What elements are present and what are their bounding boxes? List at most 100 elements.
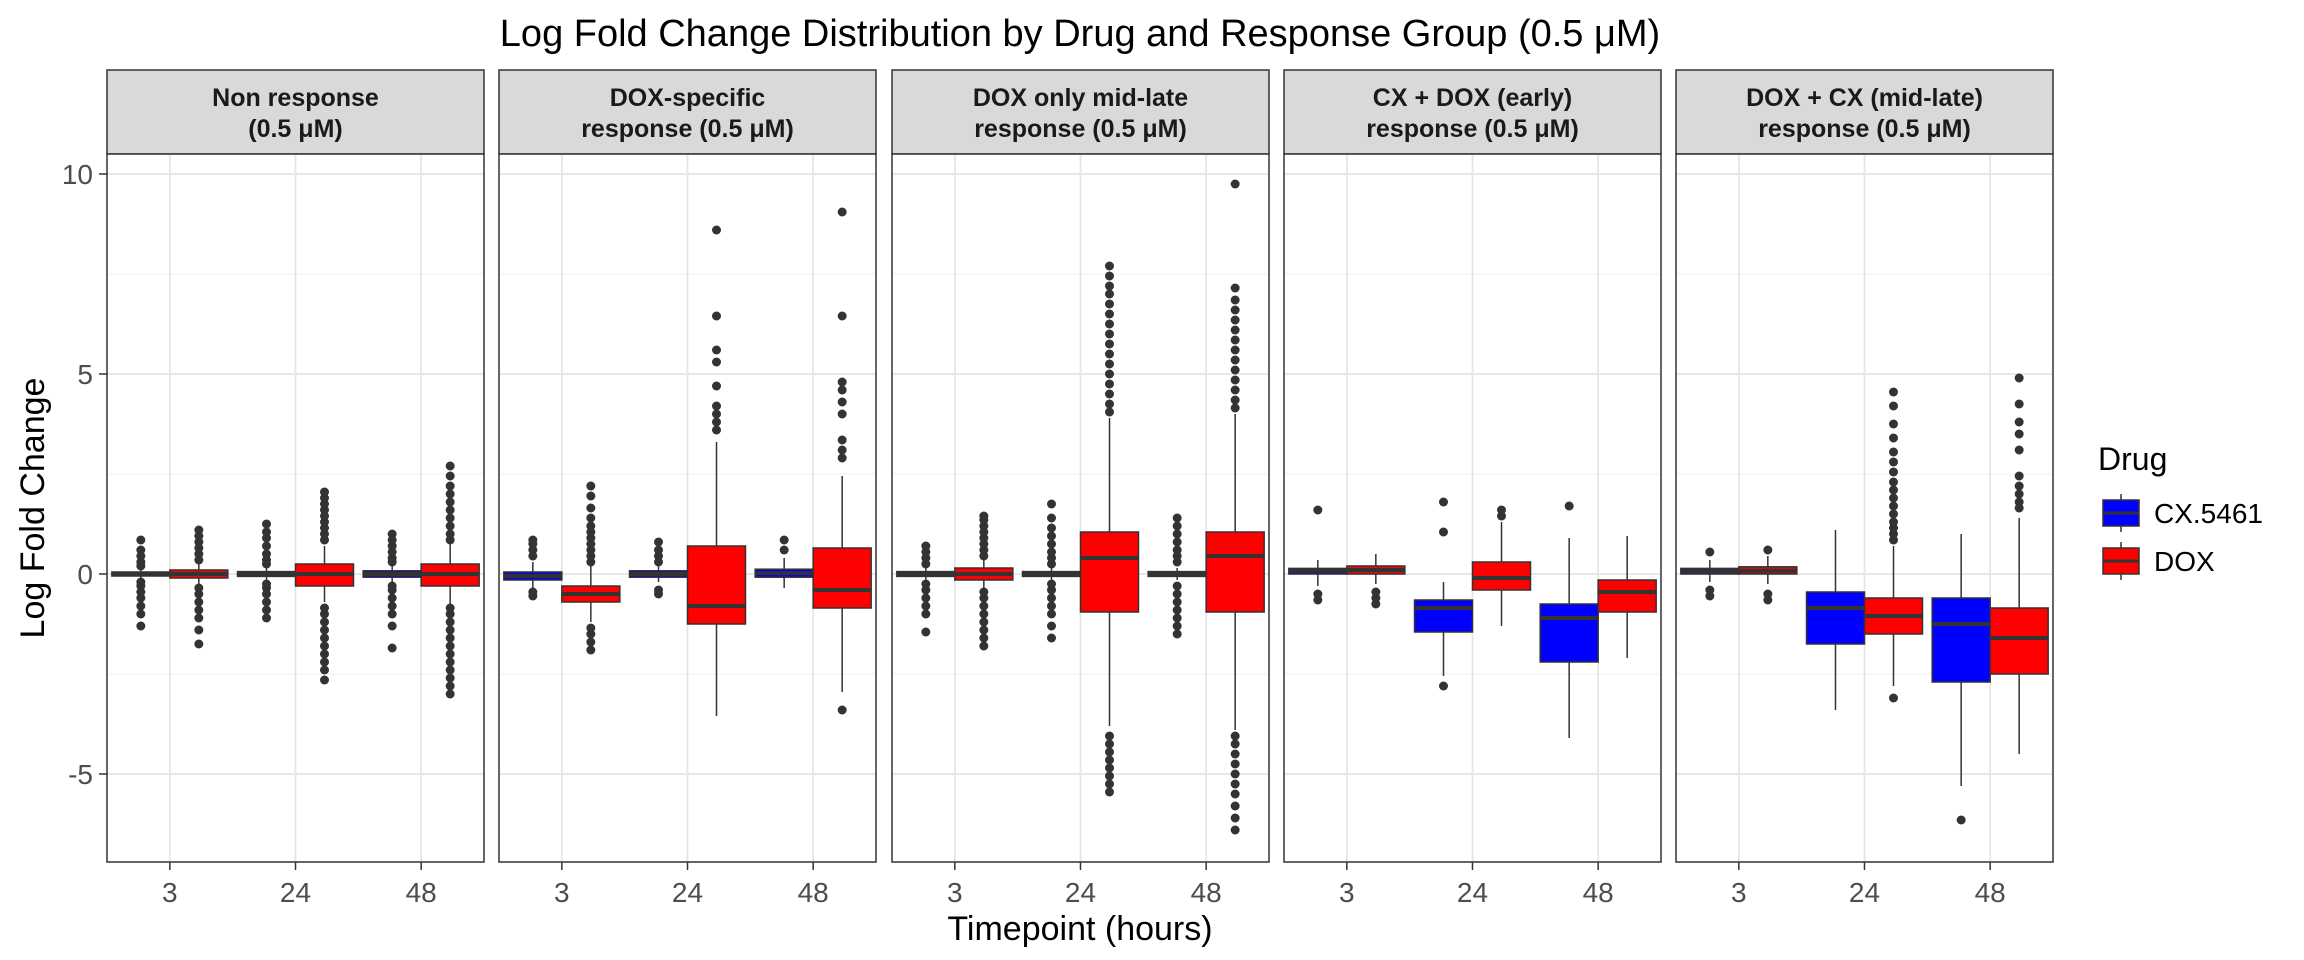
outlier-point xyxy=(979,587,989,597)
legend-title: Drug xyxy=(2098,441,2167,477)
outlier-point xyxy=(194,605,204,615)
outlier-point xyxy=(1172,521,1182,531)
outlier-point xyxy=(837,311,847,321)
outlier-point xyxy=(320,603,329,613)
outlier-point xyxy=(445,689,455,699)
strip-label: Non response xyxy=(212,84,379,112)
outlier-point xyxy=(979,617,989,627)
x-tick-label: 48 xyxy=(1583,877,1614,908)
outlier-point xyxy=(1105,349,1114,359)
outlier-point xyxy=(1047,523,1056,533)
strip-background xyxy=(498,69,877,155)
outlier-point xyxy=(712,225,721,235)
box-group xyxy=(111,535,171,631)
x-tick-label: 24 xyxy=(1849,877,1880,908)
outlier-point xyxy=(1230,335,1240,345)
outlier-point xyxy=(387,581,397,591)
outlier-point xyxy=(654,585,663,595)
x-tick-label: 48 xyxy=(406,877,437,908)
outlier-point xyxy=(1105,389,1114,399)
outlier-point xyxy=(1956,815,1966,825)
box-group xyxy=(954,511,1014,651)
outlier-point xyxy=(528,535,538,545)
outlier-point xyxy=(712,311,721,321)
box-group xyxy=(561,481,621,655)
outlier-point xyxy=(387,529,397,539)
strip-label: response (0.5 μM) xyxy=(1366,115,1579,143)
x-tick-label: 48 xyxy=(1975,877,2006,908)
box-group xyxy=(169,525,229,649)
outlier-point xyxy=(445,471,455,481)
facet-panel: DOX-specific response (0.5 μM) 3 24 48 xyxy=(498,69,877,908)
outlier-point xyxy=(1105,731,1114,741)
outlier-point xyxy=(1763,589,1773,599)
outlier-point xyxy=(387,593,397,603)
outlier-point xyxy=(1105,289,1114,299)
outlier-point xyxy=(921,541,931,551)
outlier-point xyxy=(1105,261,1114,271)
outlier-point xyxy=(1047,499,1056,509)
outlier-point xyxy=(2014,429,2024,439)
strip-label: DOX + CX (mid-late) xyxy=(1746,84,1983,112)
outlier-point xyxy=(1230,375,1240,385)
outlier-point xyxy=(445,505,455,515)
box xyxy=(1597,579,1657,613)
box xyxy=(1539,603,1599,663)
box-group xyxy=(420,461,480,699)
outlier-point xyxy=(1889,433,1898,443)
outlier-point xyxy=(921,593,931,603)
outlier-point xyxy=(320,641,329,651)
outlier-point xyxy=(1047,531,1056,541)
outlier-point xyxy=(1172,629,1182,639)
y-tick-label: 0 xyxy=(77,559,93,590)
strip-background xyxy=(106,69,485,155)
outlier-point xyxy=(262,541,271,551)
outlier-point xyxy=(1172,529,1182,539)
strip-label: response (0.5 μM) xyxy=(974,115,1187,143)
outlier-point xyxy=(979,511,989,521)
outlier-point xyxy=(2014,373,2024,383)
outlier-point xyxy=(445,657,455,667)
outlier-point xyxy=(1105,329,1114,339)
outlier-point xyxy=(654,537,663,547)
facet-panel: DOX only mid-late response (0.5 μM) 3 24 48 xyxy=(891,69,1270,908)
outlier-point xyxy=(1889,485,1898,495)
x-axis-title: Timepoint (hours) xyxy=(947,910,1212,948)
outlier-point xyxy=(320,487,329,497)
strip-label: DOX only mid-late xyxy=(973,84,1188,112)
outlier-point xyxy=(712,345,721,355)
box-group xyxy=(1413,497,1474,691)
chart-title: Log Fold Change Distribution by Drug and… xyxy=(500,13,1660,55)
outlier-point xyxy=(194,639,204,649)
outlier-point xyxy=(1889,457,1898,467)
outlier-point xyxy=(445,489,455,499)
outlier-point xyxy=(1230,801,1240,811)
outlier-point xyxy=(445,617,455,627)
outlier-point xyxy=(921,601,931,611)
box-group xyxy=(1931,534,1991,825)
outlier-point xyxy=(1105,309,1114,319)
outlier-point xyxy=(1105,281,1114,291)
outlier-point xyxy=(136,621,146,631)
outlier-point xyxy=(320,633,329,643)
box-group xyxy=(503,535,563,601)
outlier-point xyxy=(445,665,455,675)
outlier-point xyxy=(712,357,721,367)
outlier-point xyxy=(712,401,721,411)
box xyxy=(1079,531,1140,613)
outlier-point xyxy=(2014,497,2024,507)
box-group xyxy=(362,529,422,653)
outlier-point xyxy=(586,503,596,513)
outlier-point xyxy=(1230,283,1240,293)
box-group xyxy=(1346,554,1406,609)
outlier-point xyxy=(1230,365,1240,375)
y-tick-label: 5 xyxy=(77,359,93,390)
outlier-point xyxy=(445,633,455,643)
outlier-point xyxy=(262,527,271,537)
outlier-point xyxy=(136,535,146,545)
box-group xyxy=(686,225,747,716)
outlier-point xyxy=(320,617,329,627)
outlier-point xyxy=(1172,597,1182,607)
outlier-point xyxy=(1230,813,1240,823)
